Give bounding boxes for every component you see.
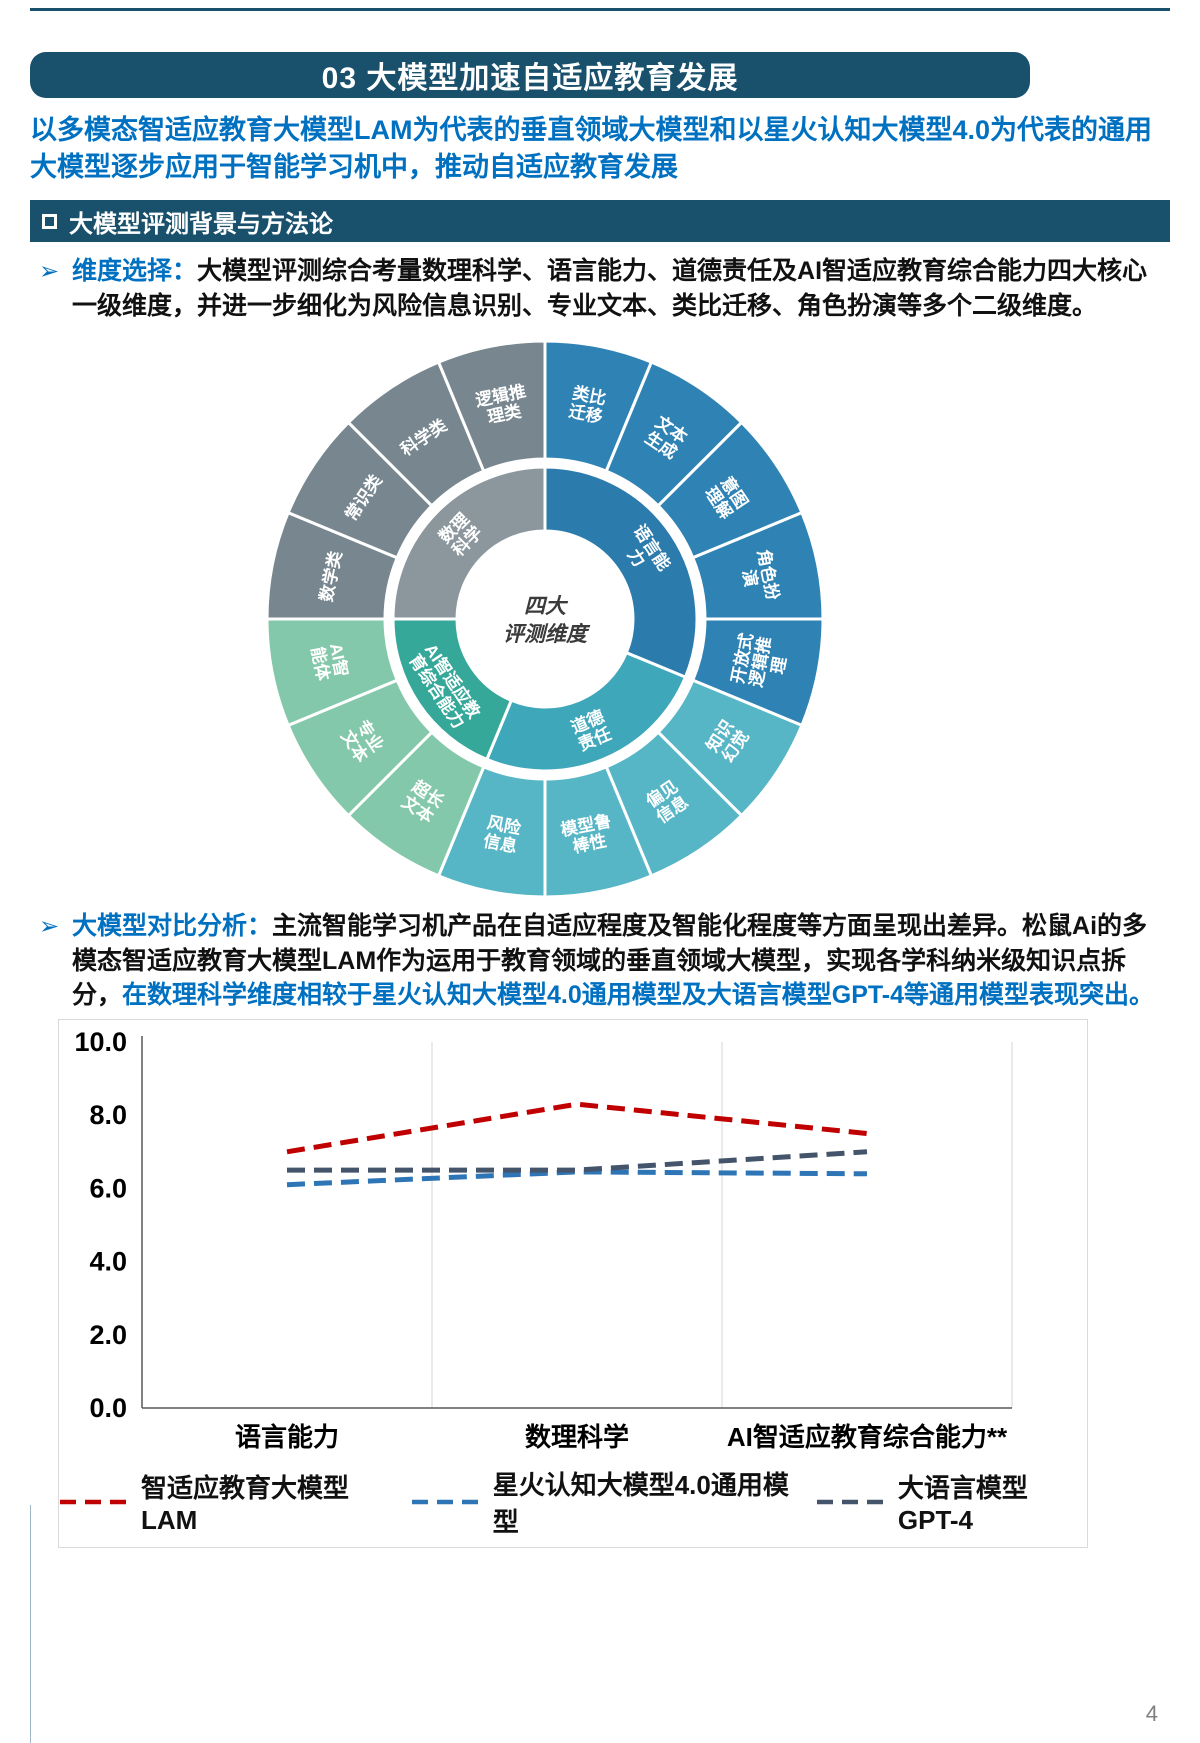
segment-逻辑推理类 [437,339,547,474]
text-segment: 在数理科学维度相较于星火认知大模型4.0通用模型及大语言模型GPT-4等通用模型… [122,981,1155,1010]
text-segment: 维度选择： [72,257,198,286]
line-chart-box: 10.0 8.0 6.0 4.0 2.0 0.0 语言能力 数理科学 AI智适应教育综合能力**… [58,1018,1088,1548]
x-category-label: 语言能力 [235,1422,339,1452]
section-content: ➢ 维度选择：大模型评测综合考量数理科学、语言能力、道德责任及AI智适应教育综合… [30,242,1170,1548]
sunburst-center-label: 四大评测维度 [503,594,591,646]
legend-item: 大语言模型GPT-4 [816,1468,1087,1536]
legend-dash-swatch [411,1499,483,1505]
bullet-model-comparison-text: 大模型对比分析：主流智能学习机产品在自适应程度及智能化程度等方面呈现出差异。松鼠… [72,909,1166,1013]
legend-dash-swatch [816,1499,888,1505]
legend-item: 智适应教育大模型LAM [59,1468,385,1536]
y-tick-label: 6.0 [89,1173,127,1203]
segment-label-开放式逻辑推理: 开放式逻辑推理 [727,632,793,693]
legend-label: 大语言模型GPT-4 [897,1472,1028,1535]
sunburst-wrap: 类比迁移 文本生成 意图理解 角色扮演 开放式逻辑推理 语言能力 知识幻觉 偏见信息 模型鲁棒性… [255,329,835,909]
legend-label: 智适应教育大模型LAM [140,1472,349,1535]
series-line-大语言模型GPT-4 [287,1149,868,1173]
y-tick-label: 2.0 [89,1320,127,1350]
chart-legend: 智适应教育大模型LAM 星火认知大模型4.0通用模型 大语言模型GPT-4 [59,1465,1087,1539]
sunburst-chart: 类比迁移 文本生成意图理解角色扮演开放式逻辑推理语言能力知识幻觉偏见信息模型鲁棒性… [265,339,825,899]
text-segment: 大模型评测综合考量数理科学、语言能力、道德责任及AI智适应教育综合能力四大核心一… [72,257,1148,320]
inner-wedge-数理科学 [391,465,547,621]
y-tick-label: 10.0 [74,1027,127,1057]
bullet-model-comparison: ➢ 大模型对比分析：主流智能学习机产品在自适应程度及智能化程度等方面呈现出差异。… [30,909,1170,1013]
bullet-arrow-icon: ➢ [38,258,60,286]
section-square-icon [42,213,57,229]
page-title: 03 大模型加速自适应教育发展 [321,62,739,95]
bullet-dimension-selection: ➢ 维度选择：大模型评测综合考量数理科学、语言能力、道德责任及AI智适应教育综合… [30,254,1170,323]
page-number: 4 [1145,1701,1158,1726]
inner-wedge-语言能力 [543,465,699,680]
section-header: 大模型评测背景与方法论 [30,200,1170,243]
line-chart: 10.0 8.0 6.0 4.0 2.0 0.0 语言能力 数理科学 AI智适应教育综合能力** [74,1027,1013,1452]
x-category-label: AI智适应教育综合能力** [727,1422,1008,1452]
bullet-dimension-selection-text: 维度选择：大模型评测综合考量数理科学、语言能力、道德责任及AI智适应教育综合能力… [72,254,1166,323]
segment-label-AI智能体: AI智能体 [307,642,352,684]
bullet-arrow-icon: ➢ [38,913,60,941]
segment-label-文本生成: 文本生成 [642,412,692,463]
page: 03 大模型加速自适应教育发展 以多模态智适应教育大模型LAM为代表的垂直领域大… [0,8,1200,1548]
page-title-banner: 03 大模型加速自适应教育发展 [30,52,1030,98]
y-tick-label: 0.0 [89,1393,127,1423]
top-rule [30,8,1170,11]
text-segment: 主流智能学习机产品在自适应程度及智能化程度等方面呈现出差异。松鼠Ai的多模态智适… [72,912,1148,1010]
legend-label: 星火认知大模型4.0通用模型 [492,1469,789,1537]
series-line-星火认知大模型4.0通用模型 [286,1169,868,1188]
legend-dash-swatch [60,1499,131,1505]
section-title: 大模型评测背景与方法论 [69,210,333,238]
text-segment: 大模型对比分析： [72,912,273,941]
y-tick-label: 4.0 [89,1247,127,1277]
x-category-label: 数理科学 [525,1422,629,1452]
series-line-智适应教育大模型LAM [286,1101,868,1155]
legend-item: 星火认知大模型4.0通用模型 [411,1465,790,1539]
y-tick-label: 8.0 [89,1100,127,1130]
inner-wedge-道德责任 [485,651,687,773]
left-border-line [30,1505,31,1743]
intro-paragraph: 以多模态智适应教育大模型LAM为代表的垂直领域大模型和以星火认知大模型4.0为代… [30,115,1153,182]
